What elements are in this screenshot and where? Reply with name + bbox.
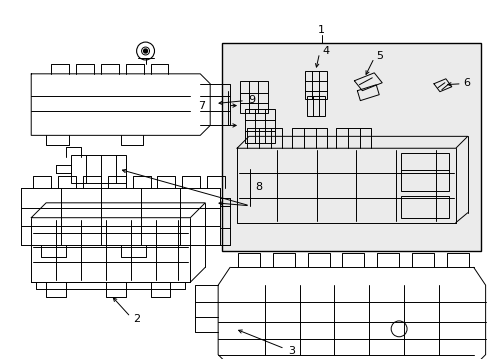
Text: 5: 5: [375, 51, 383, 61]
Text: 1: 1: [317, 25, 325, 35]
Text: 4: 4: [322, 46, 329, 56]
Text: 6: 6: [463, 78, 470, 88]
Text: 8: 8: [254, 183, 262, 193]
Bar: [240, 81, 267, 113]
Text: 3: 3: [287, 346, 294, 356]
Bar: [400, 196, 448, 218]
Bar: [306, 96, 324, 116]
Text: 2: 2: [132, 314, 140, 324]
Bar: [71, 155, 125, 183]
Bar: [222, 43, 480, 251]
Circle shape: [143, 49, 147, 53]
Bar: [400, 153, 448, 191]
Text: 7: 7: [198, 100, 205, 111]
Bar: [244, 109, 274, 143]
Text: 9: 9: [247, 95, 255, 105]
Bar: [304, 71, 326, 99]
